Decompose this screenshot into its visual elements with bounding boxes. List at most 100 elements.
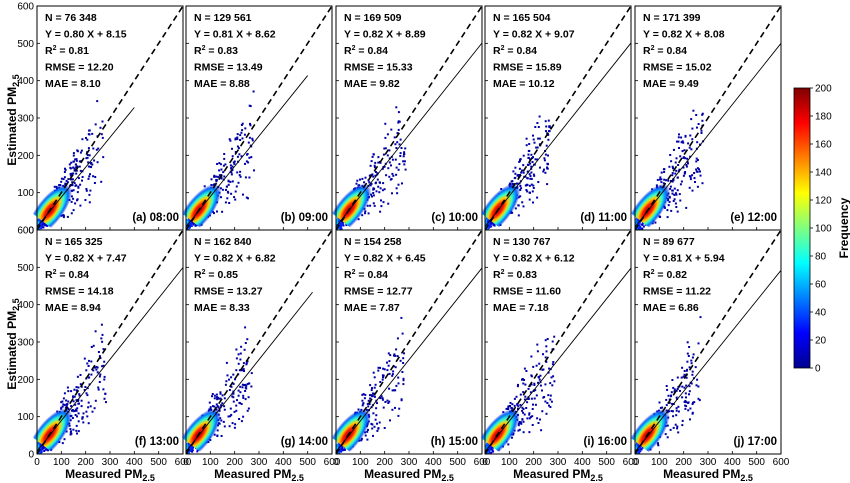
x-tick-label: 300 [550,457,567,468]
x-tick-label: 600 [175,457,192,468]
stat-line: RMSE = 11.22 [643,286,711,298]
stat-line: RMSE = 12.77 [344,286,413,298]
regression-line [185,75,309,228]
stat-line: R2 = 0.84 [344,269,388,281]
x-tick-label: 0 [482,457,488,468]
colorbar-tick-label: 40 [815,308,827,319]
colorbar-tick-label: 160 [815,140,832,151]
y-tick-label: 500 [17,39,34,50]
stat-line: N = 130 767 [493,236,551,248]
x-tick-label: 500 [299,457,316,468]
colorbar-tick-label: 200 [815,84,832,95]
panel-label: (c) 10:00 [431,212,478,224]
colorbar-tick-label: 20 [815,336,827,347]
stat-line: RMSE = 14.18 [45,286,114,298]
panel-label: (f) 13:00 [135,436,179,448]
panel-label: (d) 11:00 [580,212,627,224]
stat-line: N = 129 561 [194,12,252,24]
x-tick-label: 100 [53,457,70,468]
stat-line: RMSE = 13.49 [194,62,263,74]
x-tick-label: 100 [202,457,219,468]
stat-line: R2 = 0.84 [344,45,388,57]
panel-label: (b) 09:00 [281,212,328,224]
panel-a: 0 100 200 300 400 500 600 N = 76 348 Y = 0.80 X … [17,2,184,237]
stat-line: MAE = 9.82 [344,78,400,90]
panel-c: N = 169 509 Y = 0.82 X + 8.89 R2 = 0.84 RMS… [326,5,483,233]
stat-line: Y = 0.80 X + 8.15 [45,29,127,41]
stat-line: R2 = 0.81 [45,45,89,57]
stat-line: N = 169 509 [344,12,402,24]
stat-line: MAE = 7.18 [493,302,549,314]
y-tick-label: 300 [17,114,34,125]
regression-line [335,42,483,227]
y-tick-label: 300 [17,338,34,349]
colorbar-tick-label: 140 [815,168,832,179]
x-tick-label: 600 [474,457,491,468]
stat-line: RMSE = 15.02 [643,62,712,74]
regression-line [36,107,135,228]
x-tick-label: 400 [425,457,442,468]
x-axis-label: Measured PM2.5 [513,467,603,483]
stat-line: RMSE = 15.89 [493,62,562,74]
x-tick-label: 400 [275,457,292,468]
stat-line: Y = 0.82 X + 8.89 [344,29,426,41]
stat-line: R2 = 0.83 [493,269,537,281]
x-tick-label: 0 [34,457,40,468]
y-tick-label: 600 [17,2,34,13]
stat-line: Y = 0.82 X + 6.45 [344,253,426,265]
one-to-one-line [36,229,184,455]
panel-label: (h) 15:00 [431,436,478,448]
y-axis-label-top: Estimated PM2.5 [5,74,21,165]
x-tick-label: 500 [449,457,466,468]
x-tick-label: 500 [150,457,167,468]
y-tick-label: 0 [28,226,34,237]
x-tick-label: 200 [675,457,692,468]
regression-line [484,42,632,227]
panel-label: (i) 16:00 [584,436,627,448]
stat-line: Y = 0.82 X + 8.08 [643,29,725,41]
colorbar-tick-label: 80 [815,252,827,263]
x-tick-label: 300 [401,457,418,468]
stat-line: R2 = 0.84 [45,269,89,281]
one-to-one-line [335,229,483,455]
stat-line: R2 = 0.85 [194,269,238,281]
panel-e: N = 171 399 Y = 0.82 X + 8.08 R2 = 0.84 RMS… [625,5,782,233]
x-tick-label: 400 [574,457,591,468]
x-tick-label: 0 [183,457,189,468]
y-tick-label: 200 [17,151,34,162]
one-to-one-line [634,5,782,231]
y-tick-label: 400 [17,300,34,311]
one-to-one-line [634,229,782,455]
y-tick-label: 500 [17,263,34,274]
stat-line: MAE = 6.86 [643,302,699,314]
stat-line: R2 = 0.83 [194,45,238,57]
stat-line: R2 = 0.84 [493,45,537,57]
x-tick-label: 200 [376,457,393,468]
colorbar-tick-label: 100 [815,224,832,235]
regression-line [36,267,184,452]
x-tick-label: 0 [632,457,638,468]
x-tick-label: 200 [525,457,542,468]
colorbar-label: Frequency [837,197,850,258]
stat-line: Y = 0.81 X + 5.94 [643,253,725,265]
one-to-one-line [484,5,632,231]
panel-h: 0 100 200 300 400 500 600 N = 154 258 Y = 0.82 X… [326,229,491,468]
regression-line [335,267,483,452]
stat-line: N = 165 504 [493,12,551,24]
stat-line: MAE = 7.87 [344,302,400,314]
x-axis-label: Measured PM2.5 [65,467,155,483]
stat-line: Y = 0.82 X + 7.47 [45,253,127,265]
x-tick-label: 100 [651,457,668,468]
stat-line: Y = 0.82 X + 9.07 [493,29,575,41]
stat-line: N = 162 840 [194,236,252,248]
x-tick-label: 0 [333,457,339,468]
stat-line: MAE = 9.49 [643,78,699,90]
stat-line: MAE = 10.12 [493,78,555,90]
panel-label: (e) 12:00 [730,212,777,224]
x-tick-label: 600 [773,457,790,468]
y-tick-label: 100 [17,412,34,423]
x-tick-label: 100 [501,457,518,468]
regression-line [484,267,632,452]
